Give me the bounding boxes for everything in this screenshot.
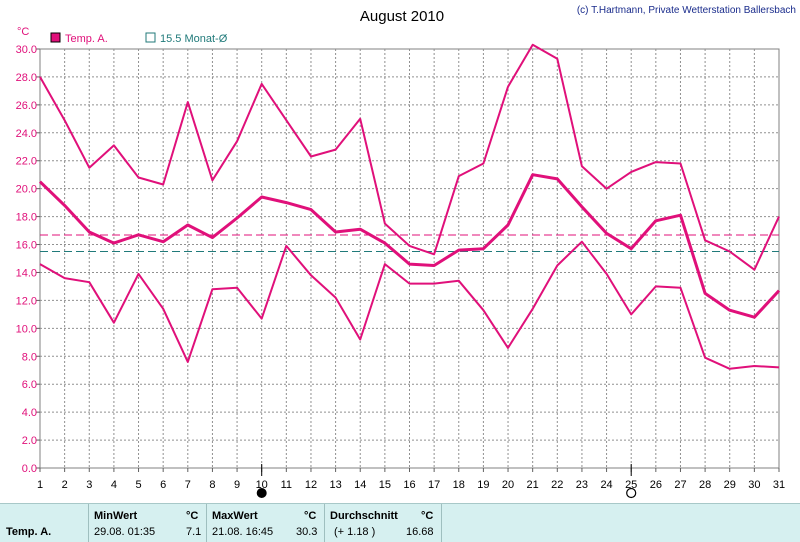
max-header: MaxWert <box>212 510 258 522</box>
x-tick-label: 26 <box>650 479 662 491</box>
max-value: 30.3 <box>296 526 317 538</box>
chart-credit: (c) T.Hartmann, Private Wetterstation Ba… <box>577 5 796 16</box>
x-tick-label: 28 <box>699 479 711 491</box>
max-time: 21.08. 16:45 <box>212 526 273 538</box>
max-unit: °C <box>304 510 316 522</box>
y-tick-label: 6.0 <box>22 379 37 391</box>
x-tick-label: 9 <box>234 479 240 491</box>
legend-swatch-month-avg <box>146 33 155 42</box>
x-tick-label: 31 <box>773 479 785 491</box>
temperature-chart: 0.0 2.0 4.0 6.0 8.0 10.0 12.0 14.0 16.0 18.0 20.0 2… <box>0 0 800 503</box>
x-tick-label: 8 <box>209 479 215 491</box>
avg-header: Durchschnitt <box>330 510 398 522</box>
y-tick-label: 0.0 <box>22 463 37 475</box>
avg-unit: °C <box>421 510 433 522</box>
y-tick-label: 18.0 <box>16 212 37 224</box>
divider <box>206 504 207 542</box>
min-time: 29.08. 01:35 <box>94 526 155 538</box>
x-tick-label: 29 <box>724 479 736 491</box>
x-tick-label: 1 <box>37 479 43 491</box>
x-tick-label: 17 <box>428 479 440 491</box>
avg-value: 16.68 <box>406 526 434 538</box>
new-moon-icon <box>257 489 266 498</box>
x-tick-label: 21 <box>527 479 539 491</box>
min-unit: °C <box>186 510 198 522</box>
x-tick-label: 19 <box>477 479 489 491</box>
x-tick-label: 15 <box>379 479 391 491</box>
x-tick-label: 6 <box>160 479 166 491</box>
y-tick-label: 14.0 <box>16 267 37 279</box>
x-tick-label: 30 <box>748 479 760 491</box>
avg-deviation: (+ 1.18 ) <box>334 526 375 538</box>
x-tick-label: 16 <box>403 479 415 491</box>
divider <box>88 504 89 542</box>
y-tick-label: 16.0 <box>16 240 37 252</box>
x-tick-label: 5 <box>135 479 141 491</box>
y-tick-label: 22.0 <box>16 156 37 168</box>
y-unit-label: °C <box>17 26 29 38</box>
x-tick-label: 27 <box>674 479 686 491</box>
x-tick-label: 4 <box>111 479 117 491</box>
x-tick-label: 3 <box>86 479 92 491</box>
x-tick-label: 12 <box>305 479 317 491</box>
x-tick-label: 14 <box>354 479 366 491</box>
stats-row-label: Temp. A. <box>6 526 51 538</box>
min-value: 7.1 <box>186 526 201 538</box>
y-tick-label: 20.0 <box>16 184 37 196</box>
y-tick-label: 26.0 <box>16 100 37 112</box>
x-tick-label: 11 <box>281 479 292 491</box>
x-tick-label: 24 <box>600 479 612 491</box>
chart-title: August 2010 <box>360 8 444 25</box>
x-tick-label: 23 <box>576 479 588 491</box>
min-header: MinWert <box>94 510 137 522</box>
legend-label-month-avg: 15.5 Monat-Ø <box>160 33 228 45</box>
divider <box>441 504 442 542</box>
divider <box>324 504 325 542</box>
full-moon-icon <box>627 489 636 498</box>
x-tick-label: 22 <box>551 479 563 491</box>
legend-label-temp: Temp. A. <box>65 33 108 45</box>
y-tick-label: 2.0 <box>22 435 37 447</box>
y-tick-label: 8.0 <box>22 351 37 363</box>
x-tick-label: 13 <box>329 479 341 491</box>
stats-table: Temp. A. MinWert °C 29.08. 01:35 7.1 Max… <box>0 503 800 542</box>
y-tick-label: 4.0 <box>22 407 37 419</box>
y-tick-label: 24.0 <box>16 128 37 140</box>
y-tick-label: 28.0 <box>16 72 37 84</box>
x-tick-label: 20 <box>502 479 514 491</box>
x-tick-label: 7 <box>185 479 191 491</box>
y-tick-label: 12.0 <box>16 295 37 307</box>
legend-swatch-temp <box>51 33 60 42</box>
x-tick-label: 18 <box>453 479 465 491</box>
y-tick-label: 30.0 <box>16 44 37 56</box>
y-tick-label: 10.0 <box>16 323 37 335</box>
x-tick-label: 2 <box>62 479 68 491</box>
